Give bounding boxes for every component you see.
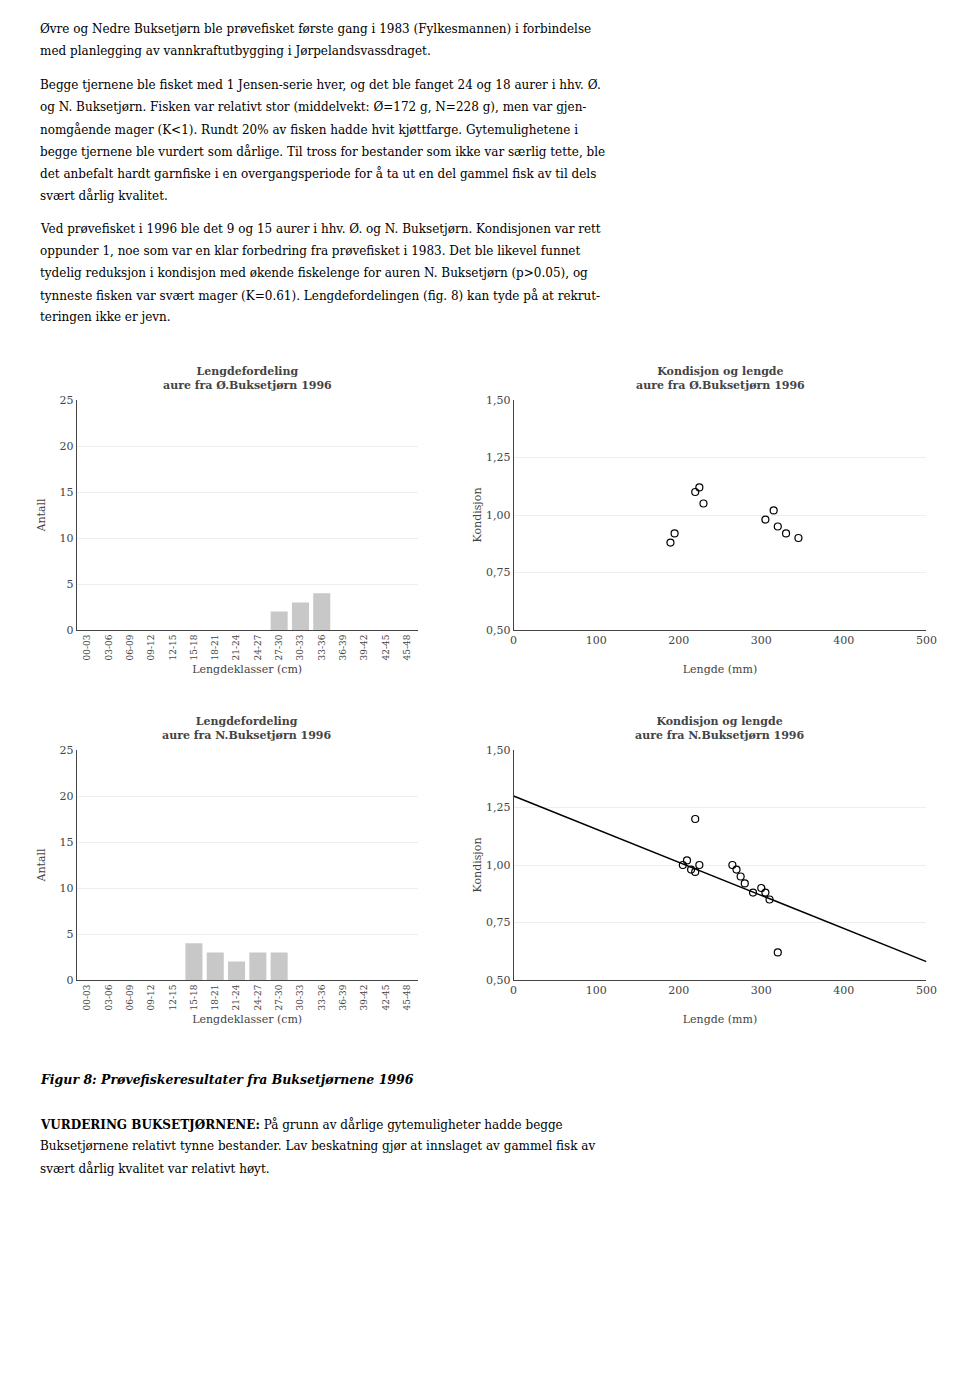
svg-text:300: 300 (751, 984, 772, 997)
svg-text:Kondisjon: Kondisjon (471, 838, 484, 893)
svg-text:begge tjernene ble vurdert som: begge tjernene ble vurdert som dårlige. … (40, 144, 605, 159)
svg-text:0: 0 (510, 634, 517, 647)
svg-text:06-09: 06-09 (125, 634, 135, 660)
svg-text:27-30: 27-30 (274, 634, 284, 660)
svg-text:1,00: 1,00 (486, 509, 511, 522)
svg-text:200: 200 (668, 984, 689, 997)
svg-text:Ved prøvefisket i 1996 ble det: Ved prøvefisket i 1996 ble det 9 og 15 a… (40, 222, 601, 236)
svg-text:med planlegging av vannkraftut: med planlegging av vannkraftutbygging i … (40, 44, 431, 58)
svg-text:18-21: 18-21 (210, 985, 220, 1011)
svg-text:1,00: 1,00 (486, 859, 511, 872)
svg-text:15-18: 15-18 (189, 634, 199, 660)
svg-text:400: 400 (833, 634, 854, 647)
svg-text:21-24: 21-24 (231, 634, 241, 660)
svg-text:1,50: 1,50 (486, 394, 511, 407)
svg-text:Antall: Antall (35, 498, 48, 533)
svg-text:03-06: 03-06 (104, 984, 114, 1010)
svg-text:06-09: 06-09 (125, 984, 135, 1010)
svg-text:Lengde (mm): Lengde (mm) (683, 1013, 757, 1026)
svg-text:42-45: 42-45 (381, 634, 391, 660)
svg-text:Lengdefordelingaure fra Ø.Buks: Lengdefordelingaure fra Ø.Buksetjørn 199… (163, 365, 332, 392)
svg-text:36-39: 36-39 (338, 634, 348, 660)
svg-text:03-06: 03-06 (104, 634, 114, 660)
svg-text:20: 20 (60, 440, 74, 453)
svg-text:VURDERING BUKSETJØRNENE: På gr: VURDERING BUKSETJØRNENE: På grunn av dår… (40, 1117, 563, 1132)
svg-text:500: 500 (916, 984, 937, 997)
svg-text:500: 500 (916, 634, 937, 647)
svg-text:39-42: 39-42 (359, 985, 369, 1011)
svg-text:42-45: 42-45 (381, 984, 391, 1010)
svg-text:25: 25 (60, 394, 74, 407)
svg-text:30-33: 30-33 (295, 634, 305, 660)
svg-text:svært dårlig kvalitet.: svært dårlig kvalitet. (40, 188, 168, 203)
svg-text:27-30: 27-30 (274, 984, 284, 1010)
svg-text:30-33: 30-33 (295, 984, 305, 1010)
svg-text:200: 200 (668, 634, 689, 647)
svg-text:teringen ikke er jevn.: teringen ikke er jevn. (40, 310, 171, 324)
svg-text:0,75: 0,75 (486, 916, 511, 929)
svg-text:15: 15 (60, 486, 74, 499)
svg-text:Figur 8: Prøvefiskeresultater: Figur 8: Prøvefiskeresultater fra Bukset… (40, 1072, 414, 1087)
svg-text:nomgående mager (K<1). Rundt 2: nomgående mager (K<1). Rundt 20% av fisk… (40, 122, 578, 137)
svg-text:Buksetjørnene relativt tynne b: Buksetjørnene relativt tynne bestander. … (40, 1139, 595, 1153)
svg-text:15: 15 (60, 836, 74, 849)
svg-text:Lengdeklasser (cm): Lengdeklasser (cm) (192, 1013, 302, 1026)
svg-text:1,25: 1,25 (486, 451, 511, 464)
svg-text:24-27: 24-27 (253, 984, 263, 1010)
svg-text:12-15: 12-15 (168, 634, 178, 660)
svg-text:12-15: 12-15 (168, 984, 178, 1010)
svg-text:100: 100 (586, 634, 607, 647)
svg-text:0: 0 (67, 974, 74, 987)
svg-text:400: 400 (833, 984, 854, 997)
svg-text:tydelig reduksjon i kondisjon: tydelig reduksjon i kondisjon med økende… (40, 266, 588, 280)
svg-text:0,50: 0,50 (486, 974, 511, 987)
svg-text:10: 10 (60, 882, 74, 895)
svg-text:Lengdeklasser (cm): Lengdeklasser (cm) (192, 663, 302, 676)
svg-text:tynneste fisken var svært mage: tynneste fisken var svært mager (K=0.61)… (40, 288, 600, 303)
svg-text:09-12: 09-12 (146, 985, 156, 1011)
svg-text:oppunder 1, noe som var en kla: oppunder 1, noe som var en klar forbedri… (40, 244, 580, 258)
svg-text:det anbefalt hardt garnfiske i: det anbefalt hardt garnfiske i en overga… (40, 166, 596, 181)
svg-text:0,75: 0,75 (486, 566, 511, 579)
svg-text:39-42: 39-42 (359, 635, 369, 661)
svg-text:Kondisjon og lengdeaure fra Ø.: Kondisjon og lengdeaure fra Ø.Buksetjørn… (636, 365, 805, 392)
svg-text:0: 0 (67, 624, 74, 637)
svg-text:100: 100 (586, 984, 607, 997)
svg-text:25: 25 (60, 744, 74, 757)
svg-text:00-03: 00-03 (82, 984, 92, 1010)
svg-text:09-12: 09-12 (146, 635, 156, 661)
svg-text:svært dårlig kvalitet var rela: svært dårlig kvalitet var relativt høyt. (40, 1161, 270, 1176)
svg-text:Begge tjernene ble fisket med: Begge tjernene ble fisket med 1 Jensen-s… (40, 78, 601, 92)
svg-text:00-03: 00-03 (82, 634, 92, 660)
svg-text:36-39: 36-39 (338, 984, 348, 1010)
svg-text:Antall: Antall (35, 848, 48, 883)
svg-text:33-36: 33-36 (317, 984, 327, 1010)
svg-text:Lengdefordelingaure fra N.Buks: Lengdefordelingaure fra N.Buksetjørn 199… (162, 715, 332, 742)
svg-text:33-36: 33-36 (317, 634, 327, 660)
svg-text:10: 10 (60, 532, 74, 545)
svg-text:og N. Buksetjørn. Fisken var r: og N. Buksetjørn. Fisken var relativt st… (40, 100, 586, 114)
svg-text:21-24: 21-24 (231, 984, 241, 1010)
svg-text:300: 300 (751, 634, 772, 647)
svg-text:15-18: 15-18 (189, 984, 199, 1010)
svg-text:Øvre og Nedre Buksetjørn ble p: Øvre og Nedre Buksetjørn ble prøvefisket… (40, 22, 591, 36)
svg-text:20: 20 (60, 790, 74, 803)
svg-text:1,25: 1,25 (486, 801, 511, 814)
svg-text:Kondisjon: Kondisjon (471, 488, 484, 543)
svg-text:5: 5 (67, 928, 74, 941)
svg-text:0,50: 0,50 (486, 624, 511, 637)
svg-text:45-48: 45-48 (402, 634, 412, 660)
svg-text:24-27: 24-27 (253, 634, 263, 660)
svg-text:5: 5 (67, 578, 74, 591)
svg-text:18-21: 18-21 (210, 635, 220, 661)
svg-text:Kondisjon og lengdeaure fra N.: Kondisjon og lengdeaure fra N.Buksetjørn… (635, 715, 805, 742)
svg-text:45-48: 45-48 (402, 984, 412, 1010)
svg-text:Lengde (mm): Lengde (mm) (683, 663, 757, 676)
svg-text:0: 0 (510, 984, 517, 997)
svg-text:1,50: 1,50 (486, 744, 511, 757)
